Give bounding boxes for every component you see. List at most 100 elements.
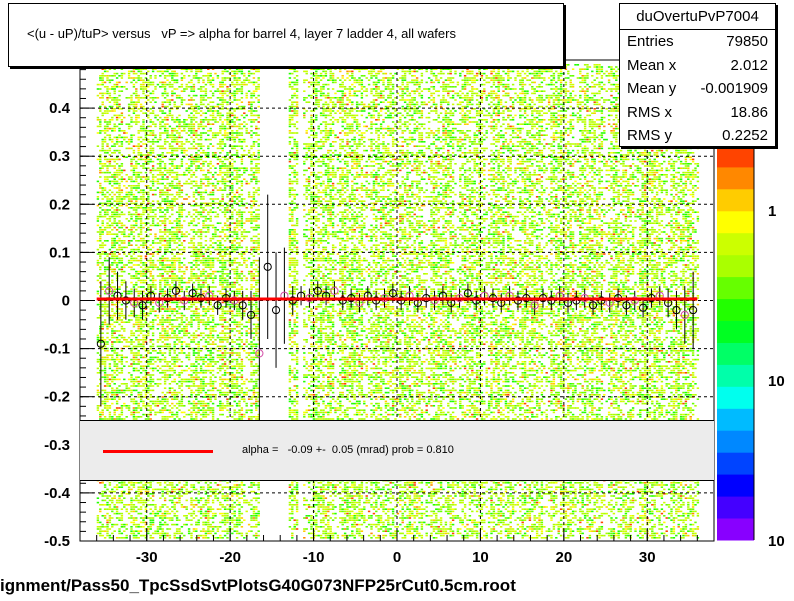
heatmap-cell [183,484,185,486]
heatmap-cell [123,346,125,348]
heatmap-cell [150,414,152,416]
heatmap-cell [190,176,192,178]
heatmap-cell [104,172,106,174]
heatmap-cell [111,174,113,176]
heatmap-cell [114,352,116,354]
heatmap-cell [154,214,156,216]
heatmap-cell [138,260,140,262]
heatmap-cell [102,394,104,396]
heatmap-cell [188,165,190,167]
heatmap-cell [118,302,120,304]
heatmap-cell [123,365,125,367]
heatmap-cell [190,394,192,396]
heatmap-cell [174,139,176,141]
heatmap-cell [190,315,192,317]
heatmap-cell [195,152,197,154]
heatmap-cell [121,115,123,117]
heatmap-cell [176,489,178,491]
heatmap-cell [111,225,113,227]
heatmap-cell [169,343,171,345]
heatmap-cell [130,394,132,396]
heatmap-cell [174,537,176,539]
heatmap-cell [183,183,185,185]
heatmap-cell [140,104,142,106]
heatmap-cell [145,148,147,150]
heatmap-cell [121,231,123,233]
heatmap-cell [157,225,159,227]
heatmap-cell [133,533,135,535]
heatmap-cell [169,207,171,209]
heatmap-cell [169,194,171,196]
heatmap-cell [181,141,183,143]
heatmap-cell [126,196,128,198]
heatmap-cell [109,522,111,524]
heatmap-cell [114,394,116,396]
heatmap-cell [121,198,123,200]
heatmap-cell [183,264,185,266]
heatmap-cell [140,240,142,242]
heatmap-cell [169,104,171,106]
heatmap-cell [154,75,156,77]
heatmap-cell [188,242,190,244]
heatmap-cell [116,77,118,79]
heatmap-cell [102,264,104,266]
heatmap-cell [195,379,197,381]
heatmap-cell [106,170,108,172]
heatmap-cell [171,236,173,238]
heatmap-cell [116,264,118,266]
heatmap-cell [118,286,120,288]
heatmap-cell [166,152,168,154]
heatmap-cell [142,222,144,224]
heatmap-cell [178,381,180,383]
heatmap-cell [186,269,188,271]
heatmap-cell [152,143,154,145]
heatmap-cell [102,359,104,361]
heatmap-cell [174,350,176,352]
heatmap-cell [130,71,132,73]
heatmap-cell [150,396,152,398]
heatmap-cell [162,104,164,106]
heatmap-cell [157,242,159,244]
heatmap-cell [97,159,99,161]
heatmap-cell [140,500,142,502]
heatmap-cell [202,99,204,101]
heatmap-cell [202,528,204,530]
heatmap-cell [188,277,190,279]
heatmap-cell [114,187,116,189]
heatmap-cell [138,407,140,409]
heatmap-cell [174,150,176,152]
heatmap-cell [176,130,178,132]
heatmap-cell [169,346,171,348]
heatmap-cell [166,346,168,348]
heatmap-cell [169,247,171,249]
heatmap-cell [150,359,152,361]
heatmap-cell [198,293,200,295]
heatmap-cell [121,121,123,123]
heatmap-cell [186,308,188,310]
heatmap-cell [135,82,137,84]
heatmap-cell [116,394,118,396]
heatmap-cell [142,385,144,387]
heatmap-cell [174,513,176,515]
heatmap-cell [166,335,168,337]
heatmap-cell [193,352,195,354]
heatmap-cell [135,288,137,290]
heatmap-cell [121,513,123,515]
heatmap-cell [162,238,164,240]
heatmap-cell [164,352,166,354]
heatmap-cell [104,214,106,216]
heatmap-cell [178,280,180,282]
heatmap-cell [188,141,190,143]
heatmap-cell [150,273,152,275]
heatmap-cell [118,82,120,84]
heatmap-cell [133,363,135,365]
heatmap-cell [157,489,159,491]
heatmap-cell [111,533,113,535]
heatmap-cell [159,170,161,172]
heatmap-cell [181,365,183,367]
heatmap-cell [200,152,202,154]
heatmap-cell [195,374,197,376]
heatmap-cell [174,172,176,174]
heatmap-cell [152,167,154,169]
heatmap-cell [116,198,118,200]
